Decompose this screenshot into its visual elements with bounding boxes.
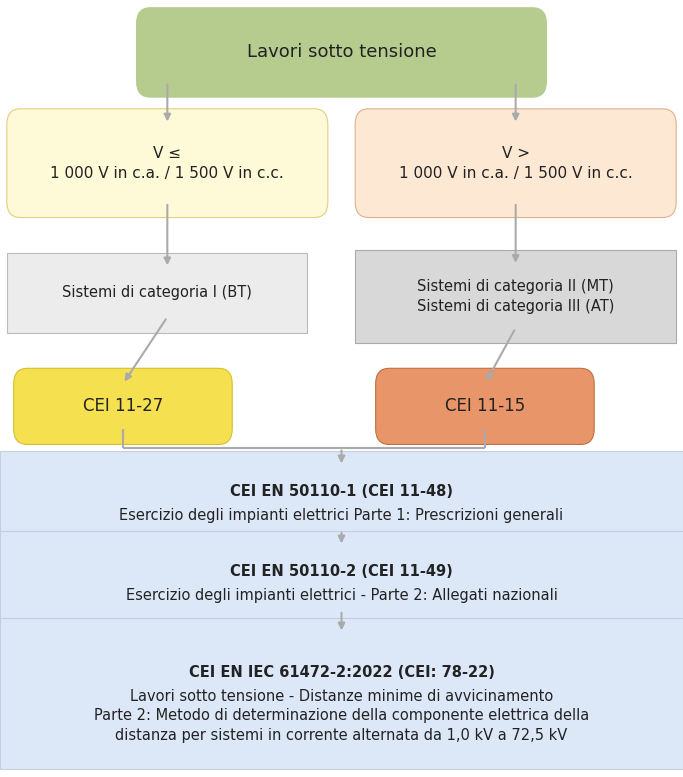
FancyBboxPatch shape [0,451,683,545]
FancyBboxPatch shape [0,618,683,769]
Text: Lavori sotto tensione: Lavori sotto tensione [247,44,436,61]
Text: CEI EN 50110-1 (CEI 11-48): CEI EN 50110-1 (CEI 11-48) [230,483,453,499]
Text: Esercizio degli impianti elettrici - Parte 2: Allegati nazionali: Esercizio degli impianti elettrici - Par… [126,588,557,603]
FancyBboxPatch shape [376,368,594,444]
Text: Sistemi di categoria II (MT)
Sistemi di categoria III (AT): Sistemi di categoria II (MT) Sistemi di … [417,280,614,314]
FancyBboxPatch shape [14,368,232,444]
Text: Sistemi di categoria I (BT): Sistemi di categoria I (BT) [62,285,252,300]
Text: V >
1 000 V in c.a. / 1 500 V in c.c.: V > 1 000 V in c.a. / 1 500 V in c.c. [399,146,632,180]
FancyBboxPatch shape [355,250,676,343]
Text: Esercizio degli impianti elettrici Parte 1: Prescrizioni generali: Esercizio degli impianti elettrici Parte… [120,508,563,523]
Text: V ≤
1 000 V in c.a. / 1 500 V in c.c.: V ≤ 1 000 V in c.a. / 1 500 V in c.c. [51,146,284,180]
FancyBboxPatch shape [137,8,546,97]
FancyBboxPatch shape [7,109,328,218]
FancyBboxPatch shape [7,253,307,333]
Text: CEI 11-27: CEI 11-27 [83,397,163,416]
Text: CEI EN 50110-2 (CEI 11-49): CEI EN 50110-2 (CEI 11-49) [230,563,453,579]
FancyBboxPatch shape [0,531,683,625]
Text: Lavori sotto tensione - Distanze minime di avvicinamento
Parte 2: Metodo di dete: Lavori sotto tensione - Distanze minime … [94,689,589,743]
Text: CEI EN IEC 61472-2:2022 (CEI: 78-22): CEI EN IEC 61472-2:2022 (CEI: 78-22) [189,665,494,680]
FancyBboxPatch shape [355,109,676,218]
Text: CEI 11-15: CEI 11-15 [445,397,525,416]
